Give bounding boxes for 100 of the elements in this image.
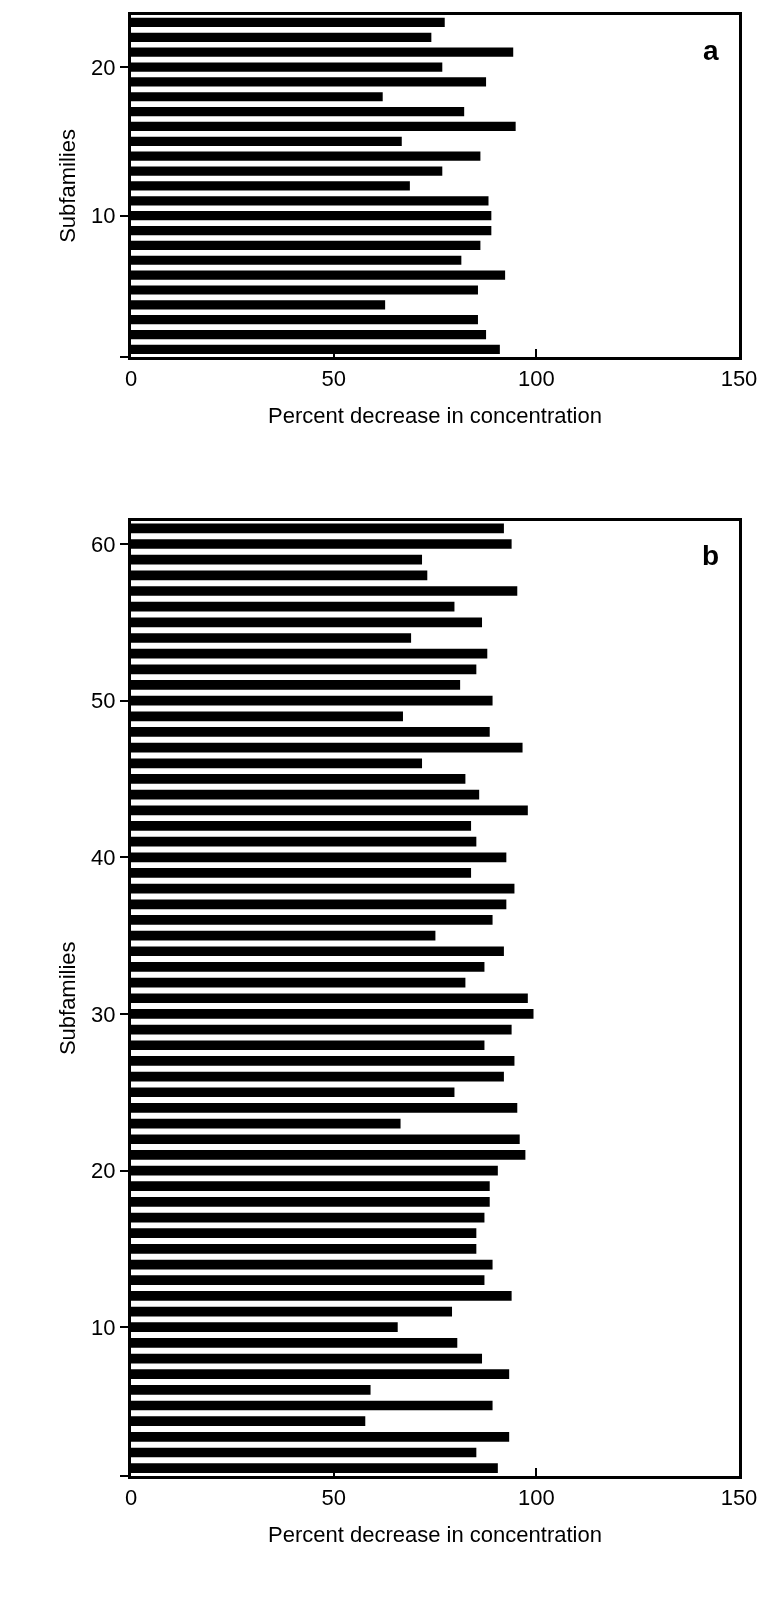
x-tick-label: 50 [321,366,346,392]
bar [131,601,455,612]
bar [131,1463,498,1474]
bar [131,789,480,800]
bar [131,1400,493,1411]
bar [131,1338,458,1348]
bar [131,329,487,340]
bar [131,1071,504,1082]
bar [131,1385,371,1395]
bar [131,993,528,1004]
bar [131,711,403,722]
bar [131,181,410,191]
bar [131,1353,483,1364]
bar [131,1118,401,1129]
y-axis-title: Subfamilies [54,941,80,1056]
bar [131,270,506,280]
bar [131,930,436,941]
bar [131,255,462,265]
bar [131,1197,490,1207]
bar [131,680,461,690]
bar [131,300,386,310]
x-axis-title: Percent decrease in concentration [268,1522,602,1548]
bar [131,1024,512,1035]
bar [131,774,466,784]
bar [131,62,443,72]
bar [131,633,412,643]
y-tick-label: 20 [91,1158,116,1184]
x-tick-label: 100 [517,1485,555,1511]
y-tick-label: 50 [91,688,116,714]
bar [131,695,493,706]
bar [131,151,481,161]
bar [131,648,488,659]
x-tick-label: 0 [124,1485,138,1511]
y-axis-title: Subfamilies [54,129,80,243]
bar [131,47,514,57]
bar [131,1447,477,1458]
y-tick-label: 10 [91,203,116,229]
bar [131,240,481,250]
x-tick-label: 50 [321,1485,346,1511]
bar [131,758,423,769]
y-tick-label: 30 [91,1001,116,1027]
bar [131,121,516,132]
bar [131,570,428,581]
y-tick-label: 40 [91,844,116,870]
y-tick-label: 10 [91,1314,116,1340]
bar [131,1228,477,1239]
bar [131,211,492,221]
bar [131,1259,493,1270]
bar [131,32,432,42]
bar [131,805,528,816]
bar [131,1056,515,1066]
x-tick-label: 150 [720,366,758,392]
bar [131,285,478,295]
bar [131,1087,455,1098]
bar [131,1431,510,1442]
bar [131,836,477,847]
bar [131,1103,518,1113]
bar [131,196,489,206]
bar [131,225,492,236]
bar [131,962,485,972]
annotation: a [703,35,719,66]
bar [131,868,472,878]
bar [131,586,518,596]
bar [131,1244,477,1254]
bar [131,344,500,355]
bar [131,1416,366,1427]
bar [131,1134,520,1145]
bar [131,1291,512,1301]
bar [131,166,443,176]
bar [131,821,472,831]
bar [131,1275,485,1286]
bar [131,1322,398,1333]
bar [131,17,445,28]
bar [131,1212,485,1223]
bar [131,315,478,325]
bar [131,915,493,925]
x-tick-label: 150 [720,1485,758,1511]
bar [131,1369,510,1380]
annotation: b [702,540,720,571]
x-axis-title: Percent decrease in concentration [268,403,602,429]
bar [131,883,515,894]
bar [131,554,423,565]
bar [131,523,504,534]
bar [131,1181,490,1192]
bar [131,617,483,628]
bar [131,1150,526,1160]
y-tick-label: 20 [91,54,116,80]
bar [131,742,523,753]
bar [131,92,383,102]
x-tick-label: 100 [517,366,555,392]
bar [131,946,504,957]
x-tick-label: 0 [124,366,138,392]
bar [131,77,487,87]
y-tick-label: 60 [91,531,116,557]
bar [131,136,402,146]
bar [131,1165,498,1176]
bar [131,852,507,863]
bar [131,1306,453,1317]
bar [131,107,465,117]
bar [131,1040,485,1051]
